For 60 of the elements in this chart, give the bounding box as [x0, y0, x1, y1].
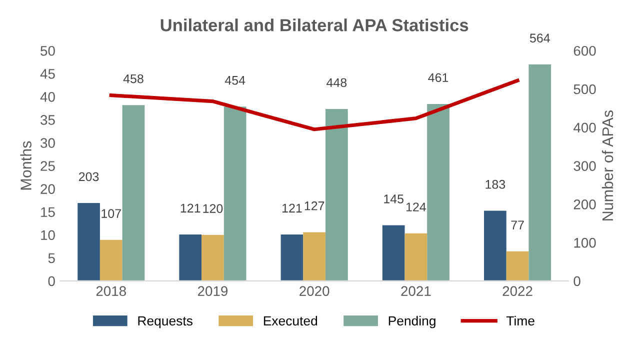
bar [506, 251, 529, 281]
y-tick-label: 45 [40, 69, 55, 79]
y2-tick-label: 600 [574, 46, 596, 56]
bar [427, 104, 450, 281]
y-tick-label: 40 [40, 92, 55, 102]
data-label: 124 [406, 202, 426, 212]
y-axis-title: Months [20, 141, 32, 190]
y2-tick-label: 400 [574, 122, 596, 133]
data-label: 127 [304, 201, 324, 210]
data-label: 145 [384, 194, 404, 204]
bar [528, 64, 552, 281]
y2-axis-title: Number of APAs [602, 110, 614, 220]
x-tick-label: 2018 [96, 286, 126, 296]
y2-tick-label: 300 [574, 161, 596, 171]
data-label: 564 [530, 34, 550, 43]
bar [404, 233, 428, 281]
y-tick-label: 20 [40, 184, 55, 194]
chart-title: Unilateral and Bilateral APA Statistics [160, 18, 468, 32]
legend-label: Executed [264, 316, 318, 326]
y-tick-label: 15 [41, 207, 55, 218]
data-label: 121 [282, 204, 302, 212]
data-label: 183 [486, 180, 506, 189]
bar [382, 225, 405, 281]
y-tick-label: 0 [48, 276, 55, 286]
data-label: 448 [326, 78, 347, 88]
x-tick-label: 2021 [401, 286, 431, 296]
data-label: 121 [180, 204, 200, 212]
bar [303, 232, 326, 281]
data-label: 120 [203, 204, 223, 213]
y2-tick-label: 100 [574, 238, 596, 248]
data-label: 77 [511, 220, 524, 230]
y-tick-label: 10 [41, 230, 55, 240]
y-tick-label: 25 [40, 161, 55, 171]
bar [484, 210, 506, 281]
data-label: 107 [102, 209, 121, 218]
x-tick-label: 2022 [502, 286, 532, 296]
legend-label: Requests [138, 316, 192, 328]
y-tick-label: 35 [40, 115, 55, 125]
y-tick-label: 50 [40, 46, 55, 56]
bar [224, 106, 246, 281]
data-label: 454 [224, 76, 246, 85]
data-label: 203 [78, 172, 99, 182]
legend-label: Pending [388, 316, 436, 328]
bar [202, 234, 224, 281]
y-tick-label: 5 [48, 253, 55, 264]
bar [326, 108, 348, 281]
x-tick-label: 2019 [198, 286, 228, 296]
bar [122, 105, 145, 281]
bar [280, 234, 304, 281]
y2-tick-label: 200 [574, 200, 596, 210]
bar [179, 234, 202, 281]
bar [100, 240, 122, 281]
y2-tick-label: 500 [574, 84, 596, 94]
data-label: 458 [123, 74, 144, 84]
data-label: 461 [428, 73, 448, 82]
bar [78, 203, 100, 281]
x-tick-label: 2020 [300, 286, 330, 296]
y2-tick-label: 0 [574, 276, 580, 286]
y-tick-label: 30 [40, 138, 55, 148]
legend-label: Time [506, 316, 534, 326]
